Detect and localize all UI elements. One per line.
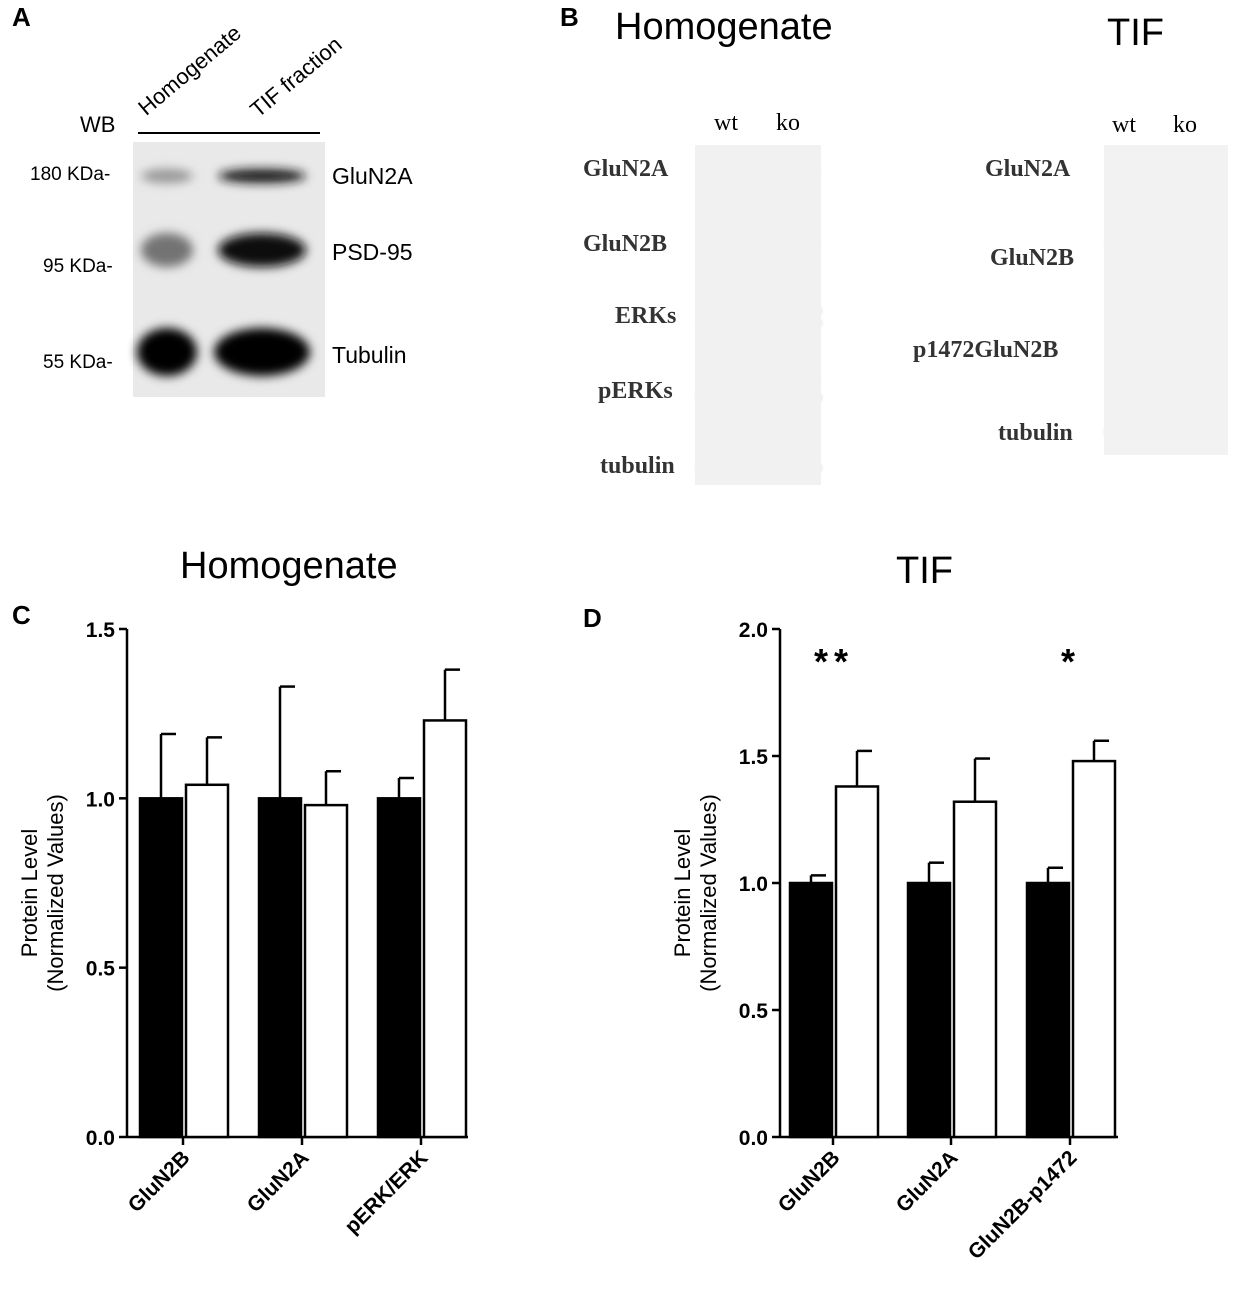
panel-b-right-row-glun2a: GluN2A <box>985 156 1071 182</box>
panel-a-marker-95: 95 KDa- <box>43 256 113 277</box>
panel-b-left-lane-wt: wt <box>714 110 738 136</box>
bar-glun2b-open <box>834 785 880 1139</box>
panel-a-marker-55: 55 KDa- <box>43 352 113 373</box>
panel-b-right-row-p1472: p1472GluN2B <box>913 337 1059 363</box>
bar-perk-erk-filled <box>376 797 422 1139</box>
chart-d-title: TIF <box>896 550 953 592</box>
chart-c: 0.0 0.5 1.0 1.5 Protein Level (Normalized Val… <box>17 619 468 1238</box>
panel-b-left-row-glun2b: GluN2B <box>583 231 668 257</box>
panel-b-right-lane-wt: wt <box>1112 112 1136 138</box>
bar-glun2b-filled <box>788 881 834 1139</box>
bar-glun2a-open <box>303 803 349 1139</box>
bar-glun2a-open <box>952 800 998 1139</box>
panel-a-protein-tubulin: Tubulin <box>332 342 407 368</box>
x-tick-label: GluN2A <box>243 1146 314 1217</box>
chart-d: 0.0 0.5 1.0 1.5 2.0 Protein Level (Normalized … <box>670 619 1118 1264</box>
chart-c-ylabel-line1: Protein Level <box>17 829 42 957</box>
panel-b-right-row-glun2b: GluN2B <box>990 245 1075 271</box>
panel-a-protein-psd95: PSD-95 <box>332 239 413 265</box>
panel-b-right-blot-area <box>1104 145 1228 455</box>
chart-c-title: Homogenate <box>180 545 398 587</box>
y-tick-label: 0.0 <box>739 1127 768 1150</box>
panel-b-left-blot-area <box>695 145 821 485</box>
y-tick-label: 1.5 <box>739 746 769 769</box>
panel-b-left-row-tubulin: tubulin <box>600 453 675 479</box>
panel-a-letter: A <box>12 2 31 32</box>
panel-b-left-row-perks: pERKs <box>598 378 673 404</box>
panel-a-wb-label: WB <box>80 112 116 137</box>
bar-glun2b-p1472-open <box>1071 759 1117 1139</box>
panel-a-band-0-0 <box>141 169 193 183</box>
y-tick-label: 1.0 <box>86 788 115 811</box>
bar-perk-erk-open <box>422 719 468 1139</box>
x-tick-label: GluN2A <box>892 1146 963 1217</box>
panel-a-lane-underline <box>138 132 320 134</box>
y-tick-label: 1.5 <box>86 619 116 642</box>
bar-glun2a-filled <box>906 881 952 1139</box>
panel-a-band-1-1 <box>218 233 306 267</box>
y-tick-label: 1.0 <box>739 873 768 896</box>
y-tick-label: 2.0 <box>739 619 768 642</box>
panel-b-letter: B <box>560 2 579 32</box>
panel-a-band-2-1 <box>214 328 310 376</box>
bar-glun2a-filled <box>257 797 303 1139</box>
panel-b-left-title: Homogenate <box>615 6 833 48</box>
chart-d-ylabel-line2: (Normalized Values) <box>696 794 721 992</box>
x-tick-label: GluN2B <box>124 1146 195 1217</box>
panel-a-marker-180: 180 KDa- <box>30 164 111 185</box>
bar-glun2b-open <box>184 783 230 1139</box>
x-tick-label: GluN2B <box>774 1146 845 1217</box>
panel-a-band-2-0 <box>137 328 197 376</box>
x-tick-label: GluN2B-p1472 <box>964 1146 1082 1264</box>
x-tick-label: pERK/ERK <box>340 1146 432 1238</box>
chart-c-letter: C <box>12 600 31 630</box>
chart-d-ylabel-line1: Protein Level <box>670 829 695 957</box>
panel-a-protein-glun2a: GluN2A <box>332 163 413 189</box>
bar-glun2b-filled <box>138 797 184 1139</box>
chart-c-ylabel-line2: (Normalized Values) <box>43 794 68 992</box>
panel-b-left-lane-ko: ko <box>776 110 800 136</box>
significance-marker: ** <box>814 641 854 682</box>
panel-b-left-row-erks: ERKs <box>615 303 677 329</box>
chart-d-letter: D <box>583 603 602 633</box>
y-tick-label: 0.0 <box>86 1127 115 1150</box>
panel-b-left-row-glun2a: GluN2A <box>583 156 669 182</box>
significance-marker: * <box>1061 641 1081 682</box>
y-tick-label: 0.5 <box>86 958 116 981</box>
panel-a-band-0-1 <box>218 169 306 183</box>
y-tick-label: 0.5 <box>739 1000 769 1023</box>
panel-b-right-lane-ko: ko <box>1173 112 1197 138</box>
panel-a-band-1-0 <box>141 233 193 267</box>
bar-glun2b-p1472-filled <box>1025 881 1071 1139</box>
panel-b-right-title: TIF <box>1107 12 1164 54</box>
panel-b-right-row-tubulin: tubulin <box>998 420 1073 446</box>
